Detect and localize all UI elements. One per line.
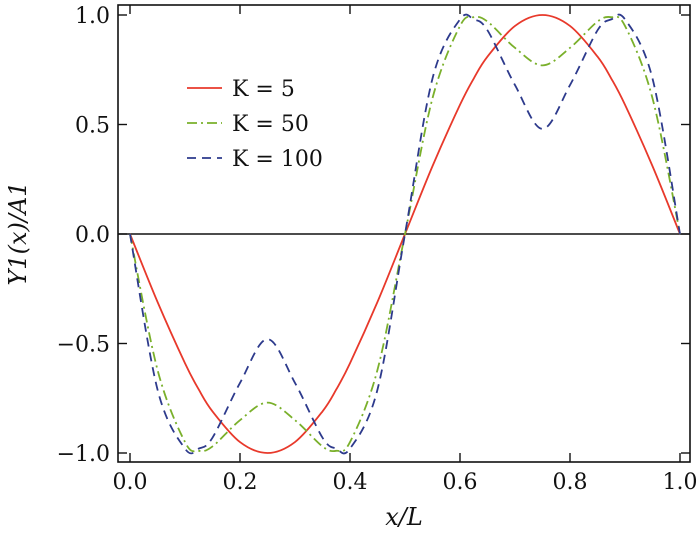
legend-label-2: K = 50 xyxy=(232,112,309,137)
series-line-3 xyxy=(129,13,681,455)
legend-label-1: K = 5 xyxy=(232,77,295,102)
x-tick-label: 0.2 xyxy=(223,470,258,495)
y-tick-label: 0.5 xyxy=(75,114,110,139)
y-tick-label: 1.0 xyxy=(75,4,110,29)
x-tick-label: 0.8 xyxy=(553,470,588,495)
legend-label-3: K = 100 xyxy=(232,147,323,172)
x-tick-label: 0.6 xyxy=(443,470,478,495)
x-tick-label: 0.4 xyxy=(333,470,368,495)
y-tick-label: 0.0 xyxy=(75,223,110,248)
series-line-2 xyxy=(129,15,681,453)
x-tick-label: 0.0 xyxy=(113,470,148,495)
y-tick-label: −0.5 xyxy=(57,333,110,358)
x-tick-label: 1.0 xyxy=(663,470,698,495)
y-tick-label: −1.0 xyxy=(57,442,110,467)
y-axis-label: Y1(x)/A1 xyxy=(4,181,32,285)
legend: K = 5 K = 50 K = 100 xyxy=(187,77,323,172)
x-axis-label: x/L xyxy=(385,503,423,531)
